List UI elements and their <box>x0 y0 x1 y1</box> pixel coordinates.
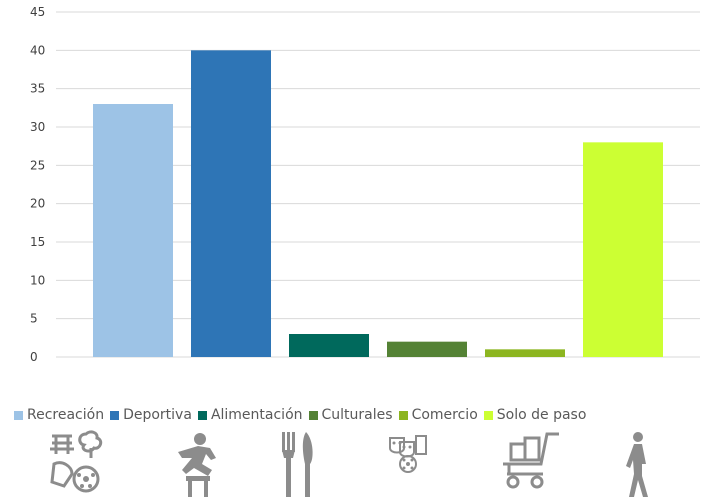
recreation-icon <box>50 430 103 493</box>
y-tick-label: 5 <box>30 312 38 326</box>
legend-entry-culturales: Culturales <box>308 407 393 423</box>
legend-label: Comercio <box>411 407 478 423</box>
bar-layer <box>93 50 663 357</box>
shopping-cart-icon <box>503 432 559 489</box>
bar-solo-de-paso <box>583 142 663 357</box>
y-tick-label: 10 <box>30 273 45 287</box>
legend-entry-comercio: Comercio <box>398 407 478 423</box>
legend-entry-alimentacion: Alimentación <box>197 407 303 423</box>
y-tick-label: 0 <box>30 350 38 364</box>
y-tick-label: 30 <box>30 120 45 134</box>
legend-swatch <box>14 410 23 420</box>
bar-recreacion <box>93 104 173 357</box>
category-icon-row <box>0 430 720 497</box>
legend-label: Culturales <box>321 407 393 423</box>
fork-knife-icon <box>282 432 313 497</box>
y-tick-label: 35 <box>30 82 45 96</box>
legend-entry-deportiva: Deportiva <box>110 407 192 423</box>
legend-swatch <box>398 410 408 420</box>
y-tick-label: 45 <box>30 5 45 19</box>
sport-hurdle-icon <box>178 433 216 497</box>
bar-culturales <box>387 341 467 357</box>
legend-entry-solo-de-paso: Solo de paso <box>483 407 587 423</box>
legend-label: Alimentación <box>210 407 303 423</box>
y-tick-label: 15 <box>30 235 45 249</box>
bar-deportiva <box>191 50 271 357</box>
legend-label: Solo de paso <box>496 407 587 423</box>
y-axis: 0 5 10 15 20 25 30 35 40 45 <box>30 5 45 364</box>
legend-swatch <box>483 410 493 420</box>
legend-swatch <box>110 410 120 420</box>
y-tick-label: 25 <box>30 158 45 172</box>
walking-person-icon <box>626 432 648 497</box>
y-tick-label: 40 <box>30 43 45 57</box>
legend-entry-recreacion: Recreación <box>14 407 104 423</box>
bar-comercio <box>485 349 565 357</box>
y-tick-label: 20 <box>30 197 45 211</box>
bar-alimentacion <box>289 334 369 357</box>
legend-swatch <box>308 410 318 420</box>
theater-masks-icon <box>389 435 427 473</box>
legend: Recreación Deportiva Alimentación Cultur… <box>14 407 720 423</box>
legend-swatch <box>197 410 207 420</box>
bar-chart: 0 5 10 15 20 25 30 35 40 45 <box>30 5 700 364</box>
legend-label: Recreación <box>27 407 105 423</box>
legend-label: Deportiva <box>123 407 192 423</box>
